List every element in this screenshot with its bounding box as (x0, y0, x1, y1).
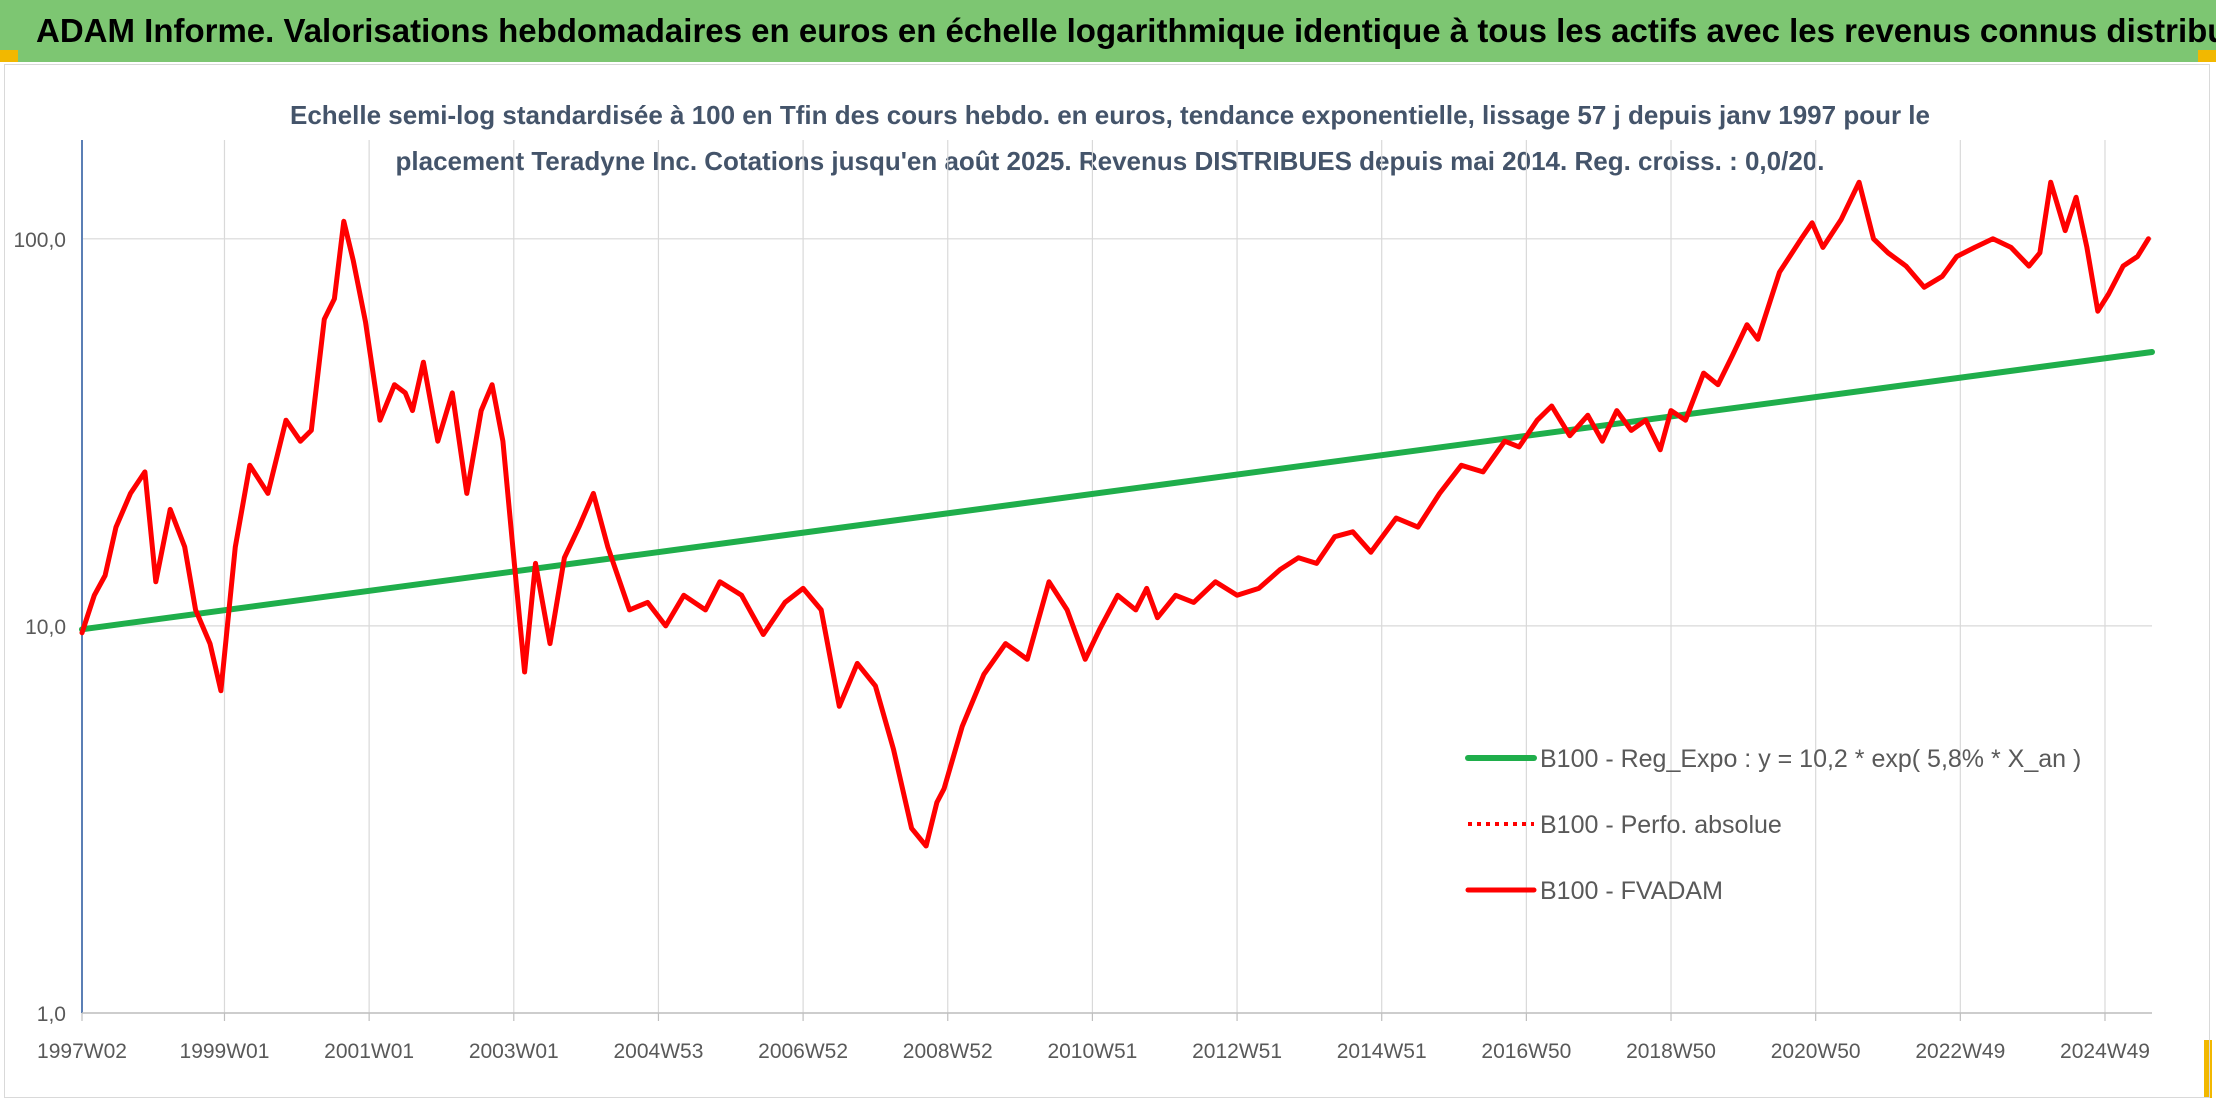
corner-mark-left (0, 50, 18, 62)
x-tick-label: 1999W01 (180, 1040, 270, 1063)
x-tick-label: 2010W51 (1047, 1040, 1137, 1063)
legend-label: B100 - Reg_Expo : y = 10,2 * exp( 5,8% *… (1540, 745, 2081, 773)
x-tick-label: 2001W01 (324, 1040, 414, 1063)
chart-title: Echelle semi-log standardisée à 100 en T… (289, 100, 1930, 176)
legend-label: B100 - FVADAM (1540, 877, 1723, 905)
y-tick-label: 10,0 (25, 616, 66, 639)
chart-frame (4, 64, 2210, 1098)
corner-mark-right (2198, 50, 2216, 62)
x-tick-label: 2022W49 (1915, 1040, 2005, 1063)
x-tick-label: 2024W49 (2060, 1040, 2150, 1063)
axes (81, 140, 2152, 1021)
x-tick-label: 2012W51 (1192, 1040, 1282, 1063)
y-tick-labels: 1,0 10,0 100,0 (13, 229, 66, 1026)
x-tick-label: 2003W01 (469, 1040, 559, 1063)
x-tick-label: 2018W50 (1626, 1040, 1716, 1063)
legend-label: B100 - Perfo. absolue (1540, 811, 1782, 839)
x-tick-label: 2016W50 (1481, 1040, 1571, 1063)
report-banner: ADAM Informe. Valorisations hebdomadaire… (0, 0, 2216, 62)
corner-mark-bottom-right (2204, 1040, 2212, 1098)
grid-lines (82, 140, 2152, 1014)
series-line-solid-red (79, 179, 2151, 849)
x-tick-label: 2014W51 (1337, 1040, 1427, 1063)
y-tick-label: 1,0 (37, 1003, 66, 1026)
x-tick-label: 2004W53 (613, 1040, 703, 1063)
x-tick-label: 2020W50 (1771, 1040, 1861, 1063)
x-tick-labels: 1997W02 1999W01 2001W01 2003W01 2004W53 2006W… (37, 1040, 2150, 1063)
x-tick-label: 2006W52 (758, 1040, 848, 1063)
legend: B100 - Reg_Expo : y = 10,2 * exp( 5,8% *… (1465, 745, 2081, 905)
x-tick-label: 2008W52 (903, 1040, 993, 1063)
series-line-solid-green (79, 349, 2155, 633)
y-tick-label: 100,0 (13, 229, 66, 252)
series-lines (79, 179, 2155, 849)
x-tick-label: 1997W02 (37, 1040, 127, 1063)
report-title: ADAM Informe. Valorisations hebdomadaire… (36, 12, 2216, 49)
